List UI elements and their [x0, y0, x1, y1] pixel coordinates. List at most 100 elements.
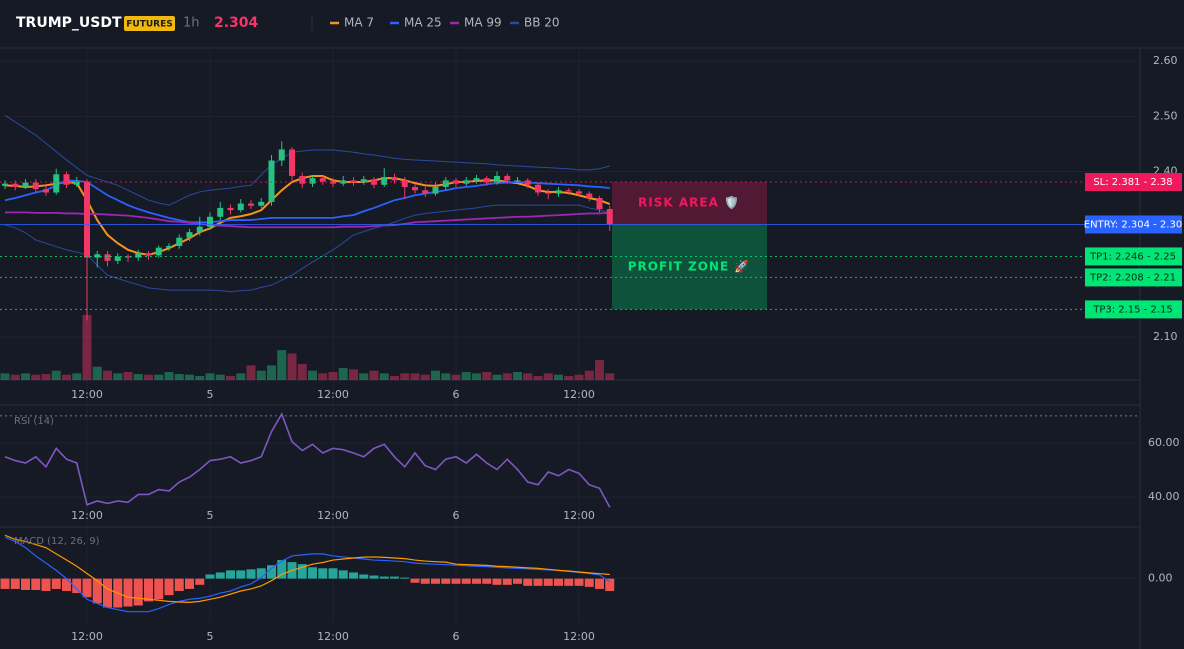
x-tick-label: 6	[453, 509, 460, 522]
candle-body	[237, 203, 244, 211]
histogram-bar	[400, 577, 410, 579]
candle-body	[22, 182, 29, 187]
level-label: ENTRY: 2.304 - 2.30	[1084, 219, 1182, 230]
volume-bar	[185, 374, 194, 380]
histogram-bar	[533, 578, 543, 586]
histogram-bar	[472, 578, 481, 584]
candle-body	[422, 190, 429, 194]
candle-body	[565, 190, 572, 192]
level-label-bg	[1085, 173, 1182, 192]
histogram-bar	[62, 578, 71, 592]
candle-body	[43, 189, 49, 193]
volume-bar	[31, 374, 41, 380]
volume-bar	[113, 373, 123, 380]
volume-bar	[51, 370, 61, 380]
macd-line	[4, 536, 611, 613]
volume-bar	[308, 370, 317, 380]
volume-bar	[277, 350, 287, 380]
candle-body	[84, 181, 90, 258]
histogram-bar	[133, 578, 143, 606]
histogram-bar	[92, 578, 102, 604]
histogram-bar	[277, 560, 287, 579]
histogram-bar	[461, 578, 471, 584]
candle-body	[114, 256, 121, 261]
x-tick-label: 5	[207, 388, 214, 401]
volume-bar	[472, 373, 481, 380]
histogram-bar	[195, 578, 205, 585]
volume-bar	[543, 373, 553, 380]
volume-bar	[226, 376, 235, 380]
y-tick-label: 0.00	[1148, 572, 1173, 585]
histogram-bar	[226, 570, 235, 579]
histogram-bar	[451, 578, 461, 584]
histogram-bar	[41, 578, 51, 592]
pane-title: MACD (12, 26, 9)	[14, 536, 100, 547]
candle-body	[135, 253, 142, 258]
volume-bar	[369, 370, 379, 380]
candle-body	[73, 181, 80, 185]
candle-body	[545, 192, 552, 194]
candle-body	[319, 178, 326, 182]
level-label: TP2: 2.208 - 2.21	[1089, 272, 1176, 283]
volume-bar	[133, 374, 143, 380]
ma-line	[4, 179, 610, 224]
zone	[612, 224, 767, 310]
volume-bar	[123, 372, 133, 380]
candle-body	[586, 193, 593, 199]
histogram-bar	[359, 574, 369, 579]
histogram-bar	[154, 578, 164, 600]
x-tick-label: 12:00	[317, 630, 349, 643]
candle-body	[401, 180, 408, 187]
volume-bar	[164, 372, 174, 380]
candle-body	[371, 179, 377, 185]
histogram-bar	[328, 568, 338, 579]
candle-body	[63, 174, 70, 185]
volume-bar	[236, 373, 246, 380]
candle-body	[227, 207, 234, 211]
candle-body	[309, 178, 316, 184]
y-tick-label: 40.00	[1148, 490, 1180, 503]
volume-bar	[400, 373, 410, 380]
volume-bar	[41, 374, 51, 380]
histogram-bar	[564, 578, 574, 586]
candle-body	[186, 232, 193, 238]
candle-body	[494, 175, 500, 183]
volume-bar	[349, 369, 358, 380]
candle-body	[340, 180, 347, 184]
candle-body	[217, 207, 224, 217]
histogram-bar	[267, 565, 276, 579]
candle-body	[104, 254, 111, 261]
volume-bar	[144, 374, 153, 380]
volume-bar	[82, 314, 92, 380]
histogram-bar	[502, 578, 512, 585]
volume-bar	[461, 372, 471, 380]
x-tick-label: 12:00	[71, 388, 103, 401]
x-tick-label: 6	[453, 630, 460, 643]
candle-body	[125, 256, 131, 258]
ma-line	[5, 211, 610, 229]
candle-body	[391, 177, 398, 181]
candle-body	[207, 216, 213, 227]
volume-bar	[246, 365, 256, 380]
candle-body	[555, 190, 562, 194]
level-label-bg	[1085, 215, 1182, 234]
histogram-bar	[31, 578, 41, 590]
x-tick-label: 12:00	[71, 630, 103, 643]
zone-label: RISK AREA 🛡️	[638, 196, 740, 210]
candle-body	[32, 182, 39, 190]
histogram-bar	[543, 578, 553, 586]
histogram-bar	[0, 578, 10, 589]
volume-bar	[328, 372, 338, 380]
volume-bar	[318, 373, 328, 380]
x-tick-label: 12:00	[317, 509, 349, 522]
candle-body	[432, 186, 439, 194]
volume-bar	[10, 374, 20, 380]
candle-body	[524, 180, 531, 185]
candle-body	[268, 160, 275, 202]
x-tick-label: 12:00	[71, 509, 103, 522]
histogram-bar	[256, 568, 266, 579]
zone	[612, 182, 767, 225]
volume-bar	[420, 374, 430, 380]
candle-body	[535, 184, 541, 193]
volume-bar	[390, 376, 399, 380]
